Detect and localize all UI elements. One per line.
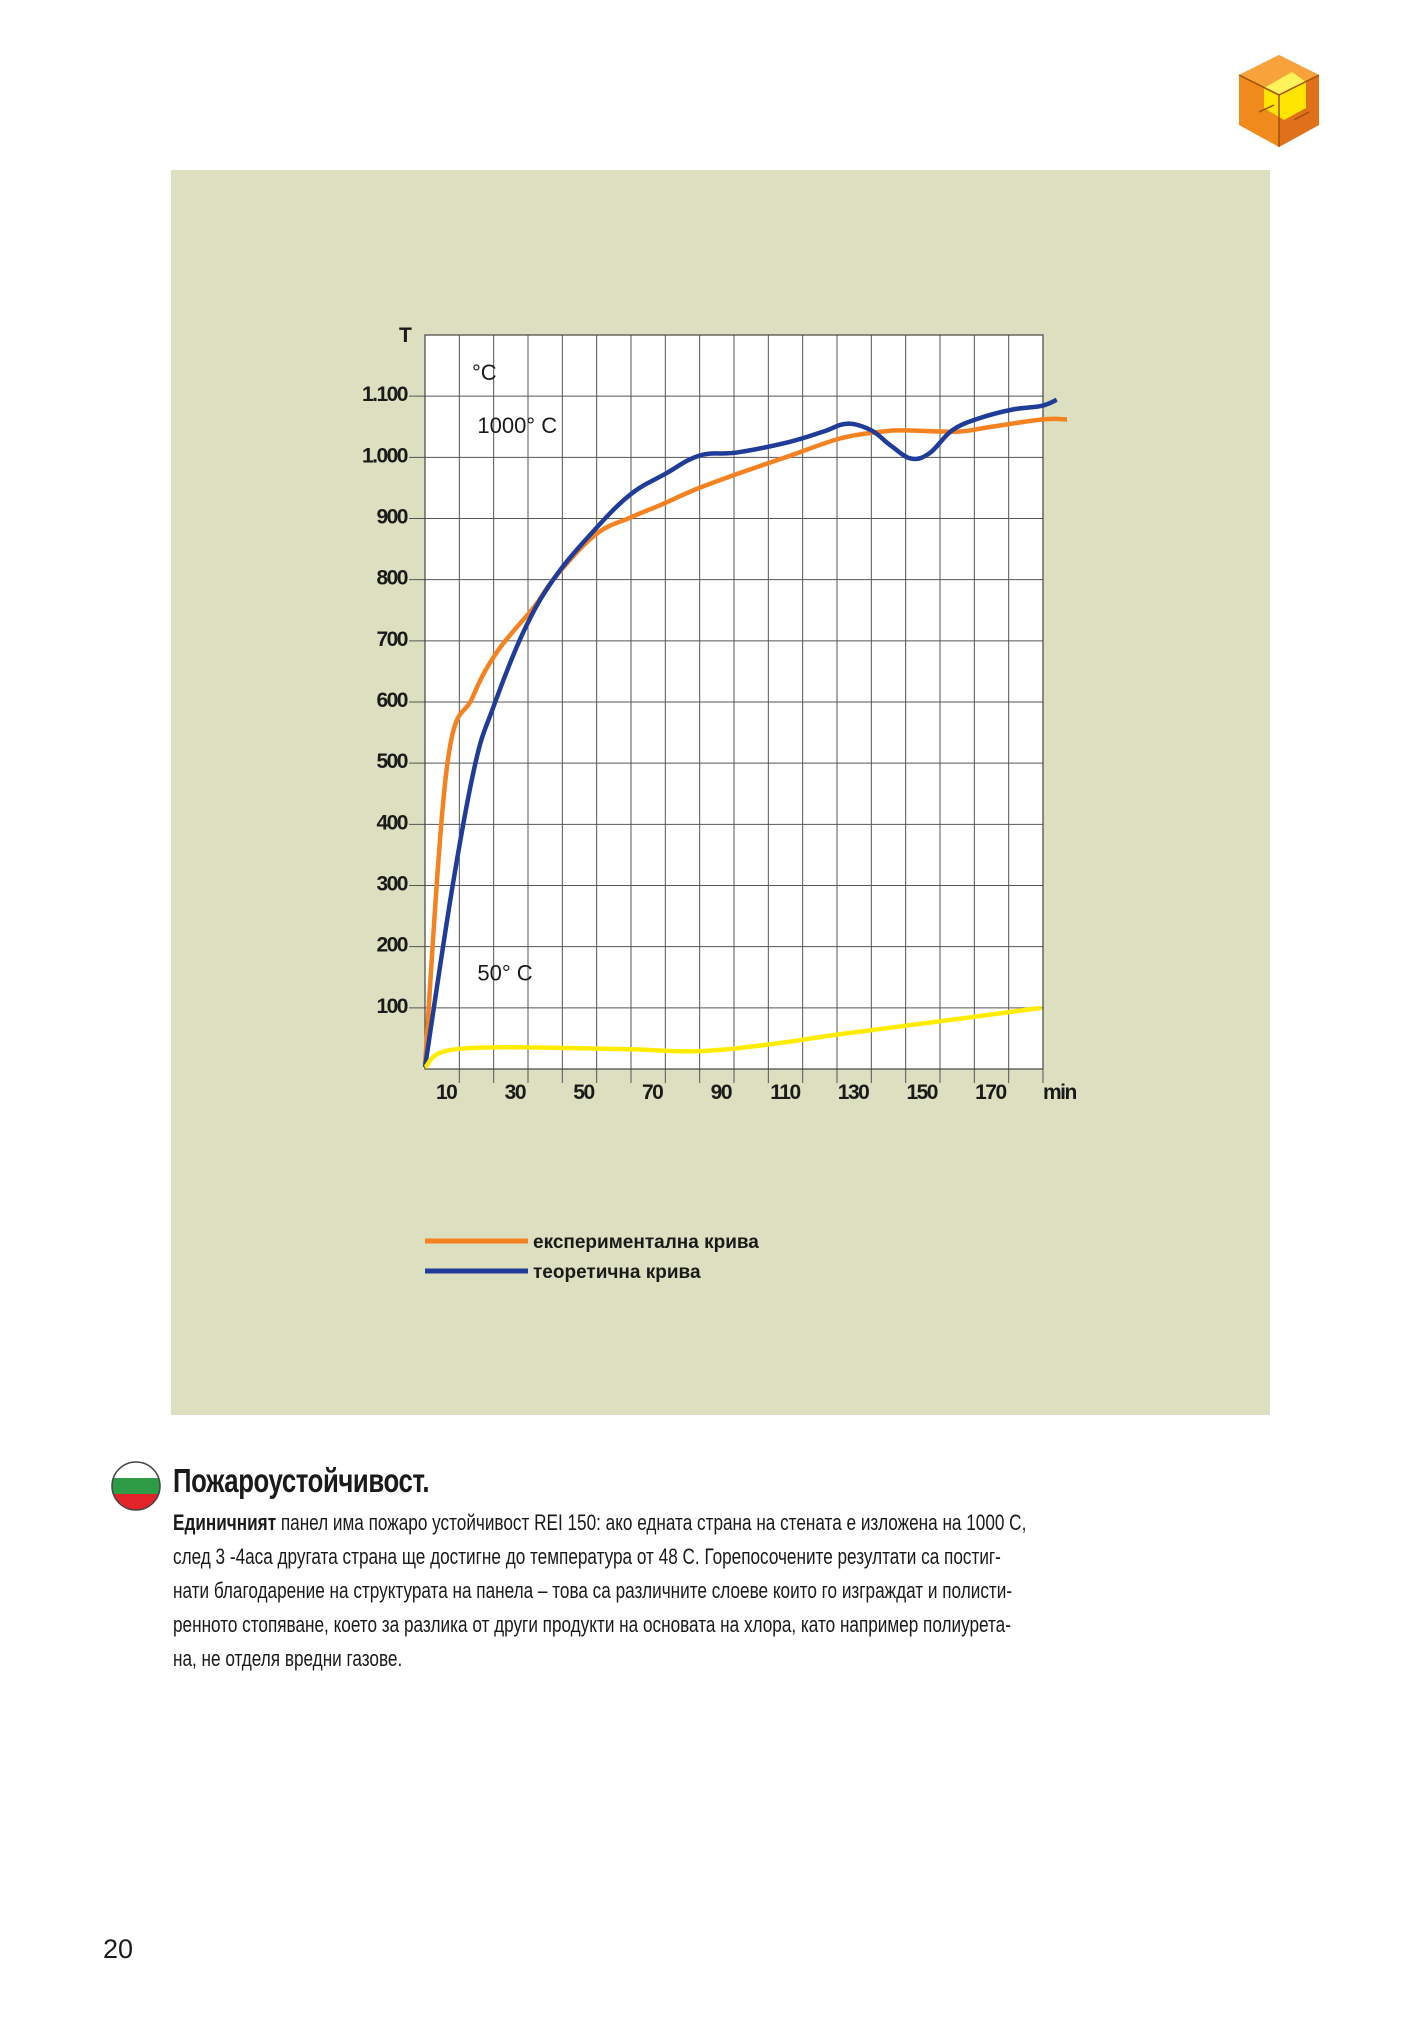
section-heading: Пожароустойчивост. xyxy=(173,1462,430,1499)
y-tick-label: 400 xyxy=(376,811,407,834)
body-paragraph: Единичният панел има пожаро устойчивост … xyxy=(173,1506,1257,1676)
annotation-label: 1000° C xyxy=(477,413,557,438)
x-axis-label: min xyxy=(1043,1081,1077,1104)
y-tick-label: 700 xyxy=(376,628,407,651)
y-tick-label: 900 xyxy=(376,506,407,529)
body-line: нати благодарение на структурата на пане… xyxy=(173,1578,1013,1603)
x-tick-label: 30 xyxy=(505,1081,526,1104)
body-line: Единичният панел има пожаро устойчивост … xyxy=(173,1506,1257,1540)
body-line: след 3 -4аса другата страна ще достигне … xyxy=(173,1544,1001,1569)
body-line-text: панел има пожаро устойчивост REI 150: ак… xyxy=(276,1510,1027,1535)
y-tick-label: 200 xyxy=(376,934,407,957)
body-lead-word: Единичният xyxy=(173,1510,277,1535)
y-tick-label: 800 xyxy=(376,567,407,590)
unit-label: °C xyxy=(472,360,497,385)
page-number: 20 xyxy=(103,1934,134,1964)
x-tick-label: 150 xyxy=(906,1081,937,1104)
x-tick-label: 70 xyxy=(642,1081,663,1104)
body-line: на, не отделя вредни газове. xyxy=(173,1646,403,1671)
bulgarian-flag-icon xyxy=(111,1461,161,1511)
x-tick-label: 110 xyxy=(770,1081,800,1104)
puzzle-cube-logo xyxy=(1238,55,1320,147)
x-tick-label: 170 xyxy=(975,1081,1006,1104)
x-tick-label: 10 xyxy=(436,1081,457,1104)
x-tick-label: 90 xyxy=(711,1081,732,1104)
legend-label: теоретична крива xyxy=(533,1262,701,1283)
legend-label: експериментална крива xyxy=(533,1232,759,1253)
plot-frame xyxy=(424,334,1044,1070)
series-line-3 xyxy=(423,1005,1042,1070)
y-tick-label: 600 xyxy=(376,689,407,712)
y-tick-label: 1.100 xyxy=(362,383,408,406)
annotation-label: 50° C xyxy=(477,960,532,985)
y-tick-label: 500 xyxy=(376,750,407,773)
series-line-2 xyxy=(422,397,1058,1068)
body-line: ренното стопяване, което за разлика от д… xyxy=(173,1612,1011,1637)
y-tick-label: 300 xyxy=(376,873,407,896)
x-tick-label: 50 xyxy=(573,1081,594,1104)
y-tick-label: 1.000 xyxy=(362,444,408,467)
chart-panel: 100 200 300 400 500 600 700 800 900 1.000 1.100 10 3… xyxy=(171,170,1270,1415)
y-tick-label: 100 xyxy=(376,995,407,1018)
x-tick-label: 130 xyxy=(838,1081,869,1104)
temperature-chart: 100 200 300 400 500 600 700 800 900 1.000 1.100 10 3… xyxy=(362,324,1078,1283)
y-axis-label: T xyxy=(399,324,412,347)
